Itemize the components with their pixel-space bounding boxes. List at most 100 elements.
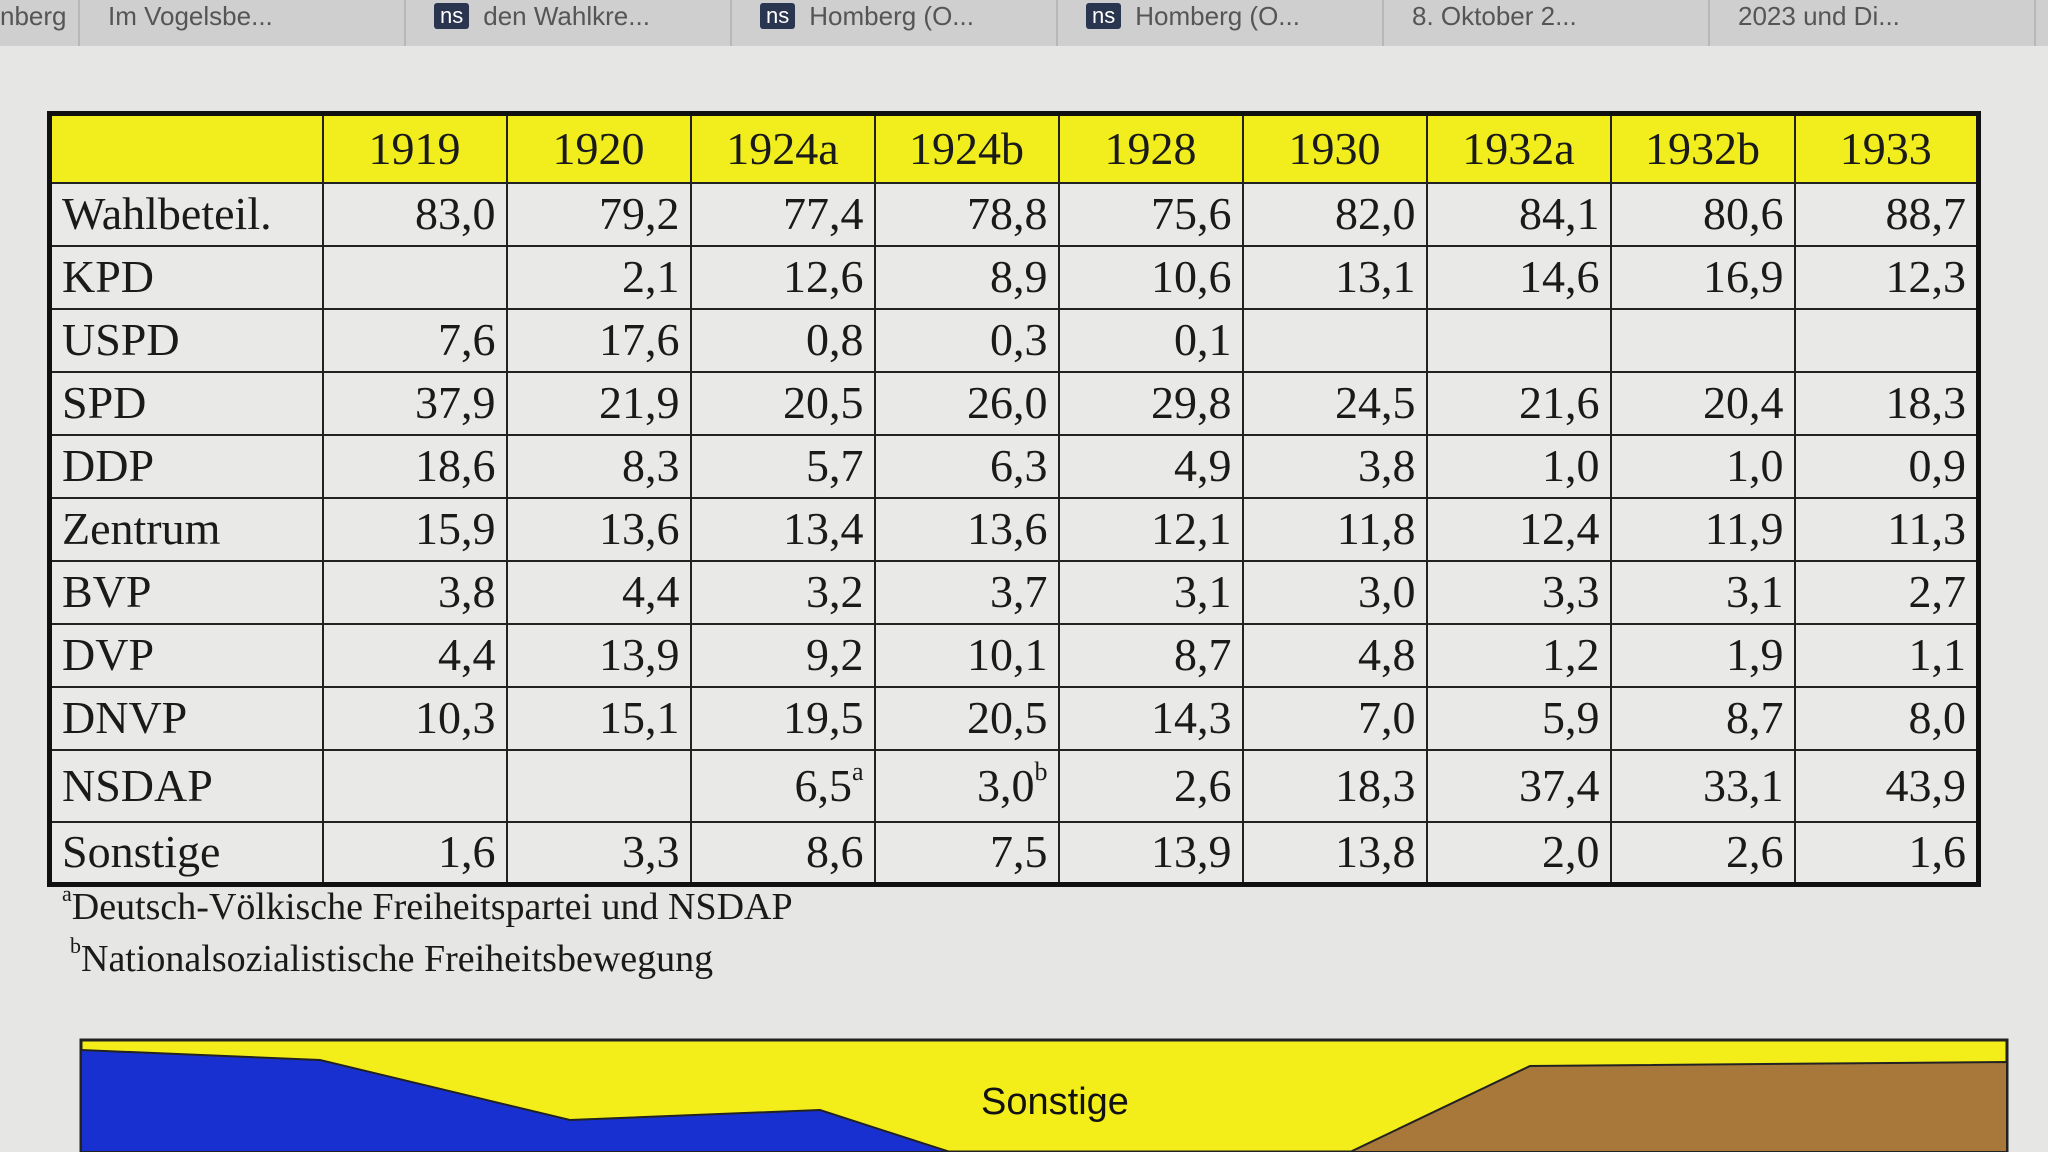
tab-label: Homberg (O... [809,0,974,31]
cell: 26,0 [873,370,1060,436]
cell: 3,1 [1057,559,1244,625]
cell: 3,2 [689,559,876,625]
table-row: DVP 4,4 13,9 9,2 10,1 8,7 4,8 1,2 1,9 1,1 [48,622,1980,688]
row-label: Sonstige [48,820,324,886]
cell: 12,4 [1425,496,1612,562]
footnote-text: Nationalsozialistische Freiheitsbewegung [81,938,714,980]
cell: 12,3 [1793,244,1980,310]
cell: 12,6 [689,244,876,310]
cell: 24,5 [1241,370,1428,436]
cell: 4,8 [1241,622,1428,688]
cell: 18,3 [1793,370,1980,436]
column-header: 1920 [505,112,692,184]
table-row: DNVP 10,3 15,1 19,5 20,5 14,3 7,0 5,9 8,7 8,0 [48,685,1980,751]
empty-cell [321,748,508,823]
row-label: Wahlbeteil. [48,181,324,247]
cell: 2,6 [1609,820,1796,886]
column-header: 1928 [1057,112,1244,184]
cell: 43,9 [1793,748,1980,823]
empty-cell [1241,307,1428,373]
cell: 78,8 [873,181,1060,247]
cell: 4,4 [321,622,508,688]
cell: 13,1 [1241,244,1428,310]
cell: 13,4 [689,496,876,562]
cell: 14,3 [1057,685,1244,751]
row-label: BVP [48,559,324,625]
tab-label: Homberg (O... [1135,0,1300,31]
row-label: SPD [48,370,324,436]
cell: 3,7 [873,559,1060,625]
cell: 10,1 [873,622,1060,688]
tab: ns den Wahlkre... [406,0,732,46]
tab: 2023 und Di... [1710,0,2036,46]
cell: 0,3 [873,307,1060,373]
cell: 2,1 [505,244,692,310]
cell: 18,6 [321,433,508,499]
empty-cell [1793,307,1980,373]
footnote-mark: b [70,933,81,958]
column-header: 1932a [1425,112,1612,184]
footnote-ref: b [1034,756,1048,786]
column-header: 1933 [1793,112,1980,184]
column-header: 1924b [873,112,1060,184]
cell: 3,1 [1609,559,1796,625]
cell: 11,3 [1793,496,1980,562]
cell: 13,6 [873,496,1060,562]
column-header: 1932b [1609,112,1796,184]
cell: 2,7 [1793,559,1980,625]
cell: 9,2 [689,622,876,688]
table-row: DDP 18,6 8,3 5,7 6,3 4,9 3,8 1,0 1,0 0,9 [48,433,1980,499]
row-label: DNVP [48,685,324,751]
footnote-text: Deutsch-Völkische Freiheitspartei und NS… [71,886,793,928]
cell: 18,3 [1241,748,1428,823]
tab: Im Vogelsbe... [80,0,406,46]
cell: 4,9 [1057,433,1244,499]
column-header: 1924a [689,112,876,184]
cell: 12,1 [1057,496,1244,562]
cell: 3,8 [321,559,508,625]
table-row: Sonstige 1,6 3,3 8,6 7,5 13,9 13,8 2,0 2,6 1,6 [48,820,1980,886]
table-row: BVP 3,8 4,4 3,2 3,7 3,1 3,0 3,3 3,1 2,7 [48,559,1980,625]
cell: 20,5 [689,370,876,436]
cell: 20,4 [1609,370,1796,436]
cell: 75,6 [1057,181,1244,247]
cell-value: 3,0 [977,759,1035,811]
cell: 80,6 [1609,181,1796,247]
cell: 11,8 [1241,496,1428,562]
cell: 8,6 [689,820,876,886]
cell: 10,3 [321,685,508,751]
tab-label: Im Vogelsbe... [108,0,273,31]
cell: 8,0 [1793,685,1980,751]
row-label: NSDAP [48,748,324,823]
cell: 13,9 [505,622,692,688]
cell: 84,1 [1425,181,1612,247]
cell: 19,5 [689,685,876,751]
table-row: USPD 7,6 17,6 0,8 0,3 0,1 [48,307,1980,373]
cell: 10,6 [1057,244,1244,310]
tab-label: den Wahlkre... [483,0,650,31]
cell: 3,3 [505,820,692,886]
area-blue [80,1048,951,1152]
cell: 1,0 [1609,433,1796,499]
chart-label: Sonstige [981,1081,1129,1123]
table-row: NSDAP 6,5a 3,0b 2,6 18,3 37,4 33,1 43,9 [48,748,1980,823]
cell: 1,1 [1793,622,1980,688]
tab: ns Homberg (O... [1058,0,1384,46]
cell: 7,5 [873,820,1060,886]
table-row: KPD 2,1 12,6 8,9 10,6 13,1 14,6 16,9 12,3 [48,244,1980,310]
cell: 1,6 [321,820,508,886]
cell: 8,7 [1057,622,1244,688]
election-table: 1919 1920 1924a 1924b 1928 1930 1932a 1932b 1933… [47,111,1981,887]
cell: 8,7 [1609,685,1796,751]
cell: 17,6 [505,307,692,373]
cell: 29,8 [1057,370,1244,436]
cell: 6,3 [873,433,1060,499]
table-row: Wahlbeteil. 83,0 79,2 77,4 78,8 75,6 82,0 84,1 8… [48,181,1980,247]
cell: 15,9 [321,496,508,562]
empty-cell [321,244,508,310]
footnote-mark: a [62,881,72,906]
cell: 8,3 [505,433,692,499]
empty-cell [1609,307,1796,373]
cell: 0,1 [1057,307,1244,373]
